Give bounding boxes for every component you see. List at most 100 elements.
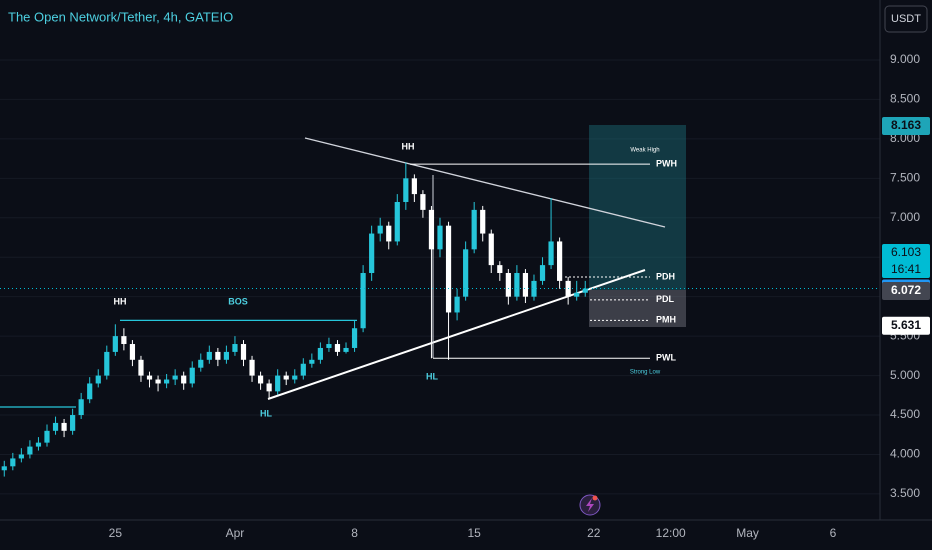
countdown-label: 16:41 — [891, 262, 921, 276]
candle-body — [112, 336, 118, 352]
chart-title: The Open Network/Tether, 4h, GATEIO — [8, 9, 233, 24]
price-tag-label: 6.072 — [891, 283, 921, 297]
candle-body — [471, 209, 477, 250]
candle-body — [70, 415, 76, 431]
candle-body — [411, 178, 417, 195]
plot — [1, 162, 650, 477]
y-tick-label: 5.000 — [890, 368, 920, 382]
annotation: HH — [402, 141, 415, 151]
candle-body — [445, 225, 452, 313]
candle-body — [206, 351, 212, 360]
price-tag — [882, 281, 930, 300]
candle-body — [181, 375, 187, 384]
candle-body — [480, 209, 486, 234]
candle-body — [531, 280, 537, 297]
candle-body — [582, 288, 588, 293]
price-tag-label: 6.103 — [891, 245, 921, 259]
y-tick-label: 9.000 — [890, 52, 920, 66]
y-tick-label: 4.500 — [890, 407, 920, 421]
annotation: HL — [260, 408, 272, 418]
candle-body — [104, 351, 110, 376]
candle-body — [266, 383, 272, 392]
grid — [0, 59, 880, 495]
candle-body — [505, 273, 511, 297]
candle-body — [548, 241, 554, 266]
x-tick-label: 8 — [351, 526, 358, 540]
candle-body — [275, 375, 281, 392]
candle-body — [377, 225, 383, 234]
candle-body — [463, 249, 469, 297]
candle-body — [292, 375, 298, 380]
candle-body — [386, 225, 392, 242]
candle-body — [27, 446, 33, 455]
candle-body — [300, 363, 306, 376]
candle-body — [557, 241, 563, 281]
alert-dot — [592, 495, 598, 501]
x-tick-label: 6 — [830, 526, 837, 540]
currency-button[interactable] — [884, 5, 928, 33]
candle-body — [420, 194, 426, 210]
y-tick-label: 8.500 — [890, 92, 920, 106]
candle-body — [539, 265, 546, 281]
target-zone — [589, 125, 686, 290]
annotation: Strong Low — [630, 370, 661, 376]
y-tick-label: 3.500 — [890, 486, 920, 500]
x-tick-label: 12:00 — [656, 526, 686, 540]
candle-body — [369, 233, 375, 274]
alert-icon — [586, 498, 594, 512]
candle-body — [164, 379, 170, 384]
candle-body — [283, 375, 289, 380]
candle-body — [61, 422, 67, 431]
candle-body — [189, 367, 195, 384]
candle-body — [514, 273, 520, 297]
annotation: HH — [114, 296, 127, 306]
candle-body — [95, 375, 101, 384]
candle-body — [44, 430, 50, 443]
candle-body — [121, 336, 127, 345]
candle-body — [343, 347, 349, 352]
candle-body — [240, 344, 247, 360]
candle-body — [351, 328, 358, 348]
candle-body — [35, 442, 42, 447]
currency-label[interactable]: USDT — [891, 13, 921, 25]
x-tick-label: 15 — [467, 526, 481, 540]
candle-body — [146, 375, 153, 380]
level-label: PWH — [656, 158, 677, 168]
level-label: PMH — [656, 315, 676, 325]
price-tag — [882, 117, 930, 136]
price-tag-label: 5.631 — [891, 318, 921, 332]
annotation: BOS — [228, 296, 248, 306]
candle-body — [488, 233, 494, 266]
candle-body — [428, 209, 435, 250]
candle-body — [334, 344, 341, 352]
annotation: Weak High — [630, 148, 659, 154]
candle-body — [326, 344, 332, 348]
candle-body — [309, 359, 315, 364]
y-tick-label: 4.000 — [890, 447, 920, 461]
candle-body — [10, 458, 16, 467]
level-label: PDL — [656, 294, 675, 304]
candle-body — [129, 344, 136, 360]
x-tick-label: Apr — [226, 526, 245, 540]
candle-body — [360, 273, 366, 329]
candle-body — [454, 296, 460, 313]
candle-body — [87, 383, 93, 400]
level-label: PWL — [656, 353, 676, 363]
candle-body — [497, 265, 503, 274]
candle-body — [138, 359, 144, 376]
candle-body — [78, 399, 84, 416]
candle-body — [437, 225, 443, 250]
candle-body — [155, 379, 161, 384]
y-tick-label: 7.000 — [890, 210, 920, 224]
candle-body — [403, 178, 409, 202]
candle-body — [257, 375, 264, 384]
annotation: HL — [426, 371, 438, 381]
trendline — [267, 269, 646, 400]
candle-body — [52, 422, 59, 431]
x-tick-label: 22 — [587, 526, 601, 540]
level-label: PDH — [656, 271, 675, 281]
candle-body — [1, 466, 7, 471]
candle-body — [223, 351, 230, 360]
candle-body — [317, 347, 323, 360]
